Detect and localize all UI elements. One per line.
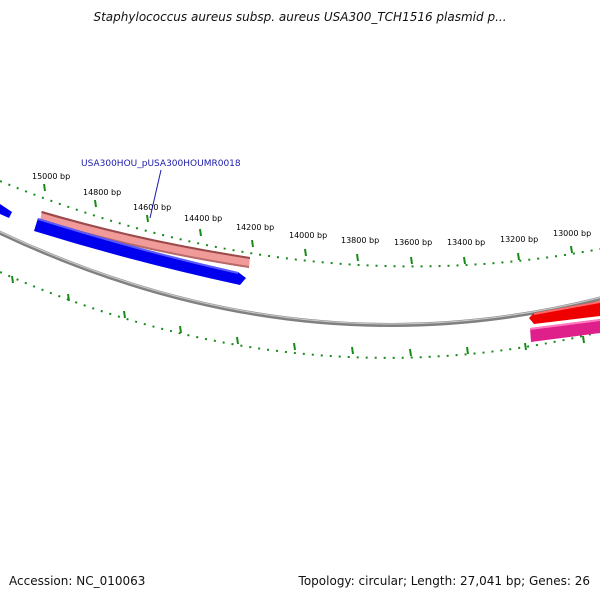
scale-major-tick <box>146 214 149 223</box>
scale-major-tick <box>251 239 254 248</box>
scale-major-tick <box>466 346 469 355</box>
scale-tick-label: 13200 bp <box>500 235 538 244</box>
gene-blue-reverse[interactable] <box>34 218 246 285</box>
gene-red-right[interactable] <box>529 301 600 324</box>
scale-major-tick <box>43 183 46 192</box>
scale-major-tick <box>351 346 354 355</box>
scale-major-tick <box>11 275 14 284</box>
scale-major-tick <box>179 325 182 334</box>
outer-scale-major-ticks <box>43 183 573 265</box>
scale-major-tick <box>94 199 97 208</box>
scale-major-tick <box>199 228 202 237</box>
scale-tick-label: 13800 bp <box>341 236 379 245</box>
scale-major-tick <box>463 256 466 265</box>
scale-major-tick <box>356 253 359 262</box>
plasmid-backbone <box>0 230 600 327</box>
scale-major-tick <box>524 342 527 351</box>
gene-arrow-left-edge[interactable] <box>0 204 12 218</box>
inner-scale-dots <box>0 271 600 359</box>
scale-tick-label: 13000 bp <box>553 229 591 238</box>
scale-tick-label: 14800 bp <box>83 188 121 197</box>
accession-text: Accession: NC_010063 <box>9 574 146 588</box>
scale-major-tick <box>410 256 413 265</box>
gene-magenta-right[interactable] <box>530 319 600 342</box>
scale-tick-label: 14400 bp <box>184 214 222 223</box>
scale-major-tick <box>409 348 412 357</box>
scale-tick-label: 14200 bp <box>236 223 274 232</box>
scale-major-tick <box>293 342 296 351</box>
scale-major-tick <box>517 252 520 261</box>
gene-pusa300houmr0018[interactable] <box>40 211 250 268</box>
gene-label-leader <box>149 169 162 219</box>
scale-tick-label: 14000 bp <box>289 231 327 240</box>
scale-major-tick <box>236 336 239 345</box>
inner-scale-major-ticks <box>11 275 585 357</box>
scale-major-tick <box>570 245 573 254</box>
scale-tick-label: 15000 bp <box>32 172 70 181</box>
scale-tick-label: 13600 bp <box>394 238 432 247</box>
scale-major-tick <box>67 293 70 302</box>
scale-major-tick <box>582 335 585 344</box>
map-title: Staphylococcus aureus subsp. aureus USA3… <box>93 10 507 24</box>
scale-major-tick <box>123 310 126 319</box>
scale-major-tick <box>304 248 307 257</box>
summary-text: Topology: circular; Length: 27,041 bp; G… <box>298 574 590 588</box>
gene-label[interactable]: USA300HOU_pUSA300HOUMR0018 <box>81 159 241 169</box>
scale-tick-label: 13400 bp <box>447 238 485 247</box>
